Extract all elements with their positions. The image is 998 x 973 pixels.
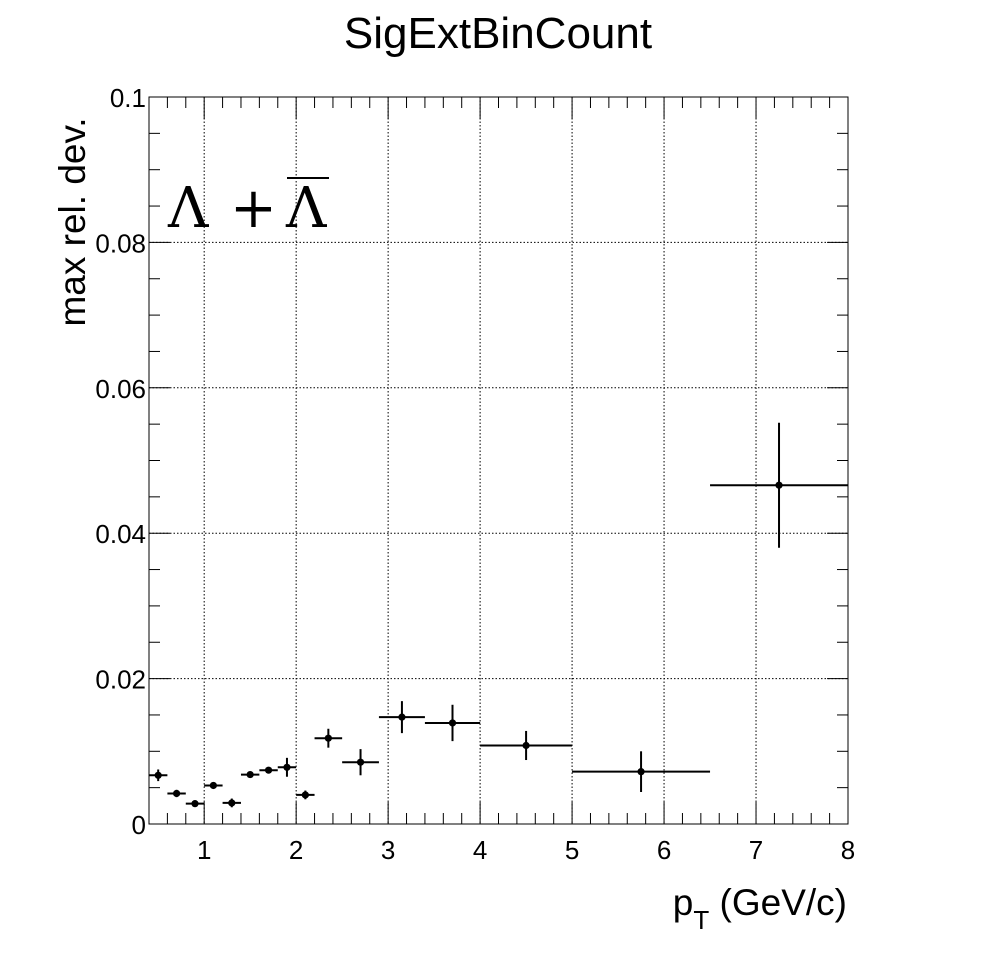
point-marker: [775, 481, 783, 489]
point-marker: [283, 763, 291, 771]
x-axis-label-subscript: T: [693, 905, 709, 935]
annotation-plus: +: [230, 176, 277, 241]
y-tick-label: 0.02: [95, 665, 146, 695]
point-marker: [301, 791, 309, 799]
annotation-lambda: Λ: [167, 176, 209, 241]
data-point: [480, 730, 573, 761]
point-marker: [209, 781, 217, 790]
x-axis-label-main: p: [673, 882, 694, 923]
x-tick-label: 2: [289, 835, 303, 865]
data-point: [378, 701, 425, 734]
x-tick-label: 7: [749, 835, 763, 865]
plot-frame: [148, 96, 849, 825]
data-point: [222, 798, 241, 808]
annotation-antilambda: Λ: [285, 176, 327, 241]
particle-annotation: Λ + Λ: [167, 176, 329, 241]
point-marker: [637, 768, 645, 776]
point-marker: [172, 789, 181, 798]
data-point: [259, 766, 278, 774]
y-tick-label: 0.06: [95, 374, 146, 404]
x-tick-label: 1: [197, 835, 211, 865]
data-point: [277, 757, 297, 777]
x-axis-label-unit: (GeV/c): [709, 882, 847, 923]
x-tick-label: 4: [473, 835, 487, 865]
point-marker: [246, 770, 254, 779]
point-marker: [398, 713, 406, 721]
point-marker: [324, 734, 332, 742]
data-point: [314, 728, 343, 748]
data-point: [296, 790, 315, 800]
x-axis-label: pT (GeV/c): [673, 882, 847, 935]
data-points: [149, 422, 848, 808]
point-marker: [191, 800, 199, 808]
x-tick-label: 6: [657, 835, 671, 865]
y-tick-labels: 0 0.02 0.04 0.06 0.08 0.1: [95, 83, 146, 840]
y-tick-label: 0.04: [95, 519, 146, 549]
point-marker: [522, 741, 530, 750]
point-marker: [228, 799, 236, 807]
x-tick-label: 3: [381, 835, 395, 865]
data-point: [149, 769, 168, 782]
data-point: [185, 800, 205, 808]
y-tick-label: 0.08: [95, 228, 146, 258]
data-point: [710, 422, 848, 548]
data-point: [572, 751, 711, 793]
data-point: [204, 781, 223, 790]
point-marker: [154, 771, 162, 779]
data-point: [240, 770, 260, 779]
x-tick-label: 8: [841, 835, 855, 865]
data-point: [167, 789, 186, 798]
chart-title: SigExtBinCount: [344, 9, 652, 58]
x-tick-labels: 1 2 3 4 5 6 7 8: [197, 835, 855, 865]
point-marker: [448, 719, 457, 727]
y-axis-label: max rel. dev.: [52, 117, 93, 326]
y-tick-label: 0: [132, 810, 146, 840]
point-marker: [356, 758, 365, 766]
point-marker: [264, 766, 273, 774]
grid-lines: [149, 97, 848, 824]
data-point: [424, 704, 481, 742]
x-tick-label: 5: [565, 835, 579, 865]
y-tick-label: 0.1: [110, 83, 146, 113]
data-point: [342, 749, 379, 776]
